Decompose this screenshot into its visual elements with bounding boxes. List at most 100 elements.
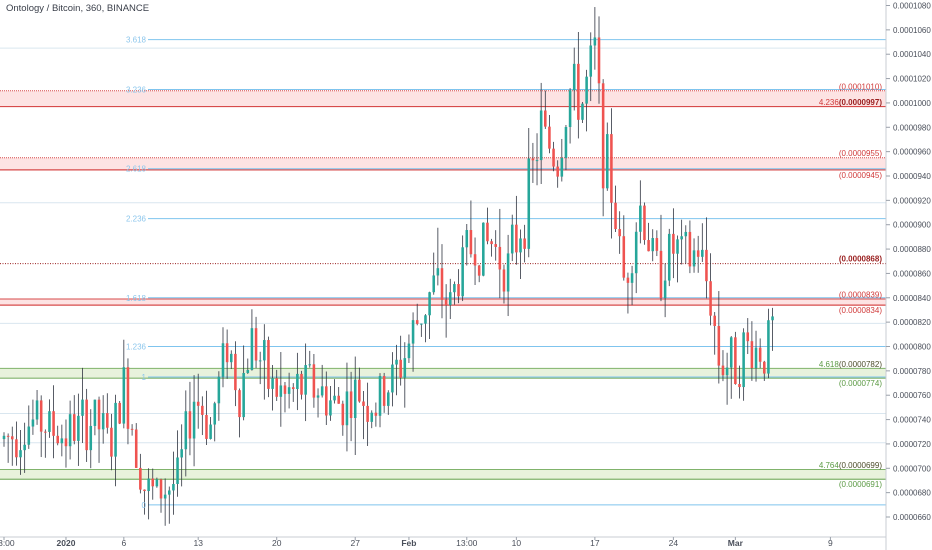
candle-up [353, 379, 357, 419]
candle-down [341, 403, 345, 426]
time-tick-label: 13:00 [0, 538, 15, 548]
fib-level-label: 0 [142, 501, 147, 510]
candle-down [134, 429, 138, 468]
price-tick-label: 0.0000720 [893, 440, 931, 449]
candle-up [271, 378, 274, 389]
candle-up [453, 284, 456, 293]
candle-up [184, 411, 188, 450]
candle-up [630, 273, 634, 283]
candle-down [618, 229, 621, 237]
candle-up [287, 387, 291, 394]
candle-up [729, 337, 733, 368]
candle-up [316, 395, 320, 398]
candle-up [2, 435, 6, 440]
candle-down [626, 277, 630, 283]
candle-up [593, 37, 597, 46]
fib-level-label: 1.618 [126, 294, 147, 303]
candle-down [238, 390, 241, 418]
candle-down [188, 411, 192, 439]
price-tick-label: 0.0000780 [893, 367, 931, 376]
candle-down [39, 400, 43, 432]
price-tick-label: 0.0001040 [893, 50, 931, 59]
candle-down [234, 353, 237, 391]
candle-down [556, 166, 559, 177]
candle-down [10, 436, 14, 440]
fib-levels [0, 39, 886, 506]
candle-up [667, 233, 671, 281]
candle-up [163, 494, 167, 499]
candle-down [56, 435, 59, 444]
candle-down [502, 269, 506, 292]
candle-down [85, 399, 88, 451]
price-tick-label: 0.0000800 [893, 343, 931, 352]
zone-top-label: (0.0001010) [839, 82, 882, 91]
candle-down [614, 202, 617, 230]
candle-up [482, 222, 485, 276]
candle-down [275, 378, 278, 397]
candle-up [506, 253, 510, 292]
candle-down [750, 341, 754, 369]
candle-up [407, 343, 411, 359]
candle-up [23, 444, 26, 451]
candle-down [552, 148, 555, 167]
candle-up [572, 63, 576, 91]
level-labels: (0.0001010) 4.236(0.0000997) (0.0000955) (0… [126, 36, 882, 510]
price-tick-label: 0.0000900 [893, 221, 931, 230]
candle-down [283, 385, 287, 394]
price-tick-label: 0.0000740 [893, 416, 931, 425]
candle-up [424, 315, 427, 324]
time-axis[interactable]: 13:00 2020 6 13 20 27 Feb 13:00 10 17 24 Mar 9 [0, 536, 886, 548]
candles [2, 7, 774, 526]
candle-down [349, 391, 353, 419]
candle-down [643, 205, 646, 241]
time-tick-label: Feb [401, 538, 416, 548]
fib-level-label: 1 [142, 373, 147, 382]
candle-up [263, 340, 266, 361]
candle-up [320, 386, 324, 396]
zone-bottom-label: 4.236(0.0000997) [819, 98, 883, 107]
candle-down [337, 395, 340, 404]
candle-down [97, 399, 101, 430]
candle-up [250, 328, 254, 370]
candle-down [254, 328, 258, 361]
support-zone [0, 469, 886, 480]
candle-down [382, 376, 386, 406]
candle-up [527, 158, 531, 249]
candle-down [358, 379, 361, 402]
candle-up [742, 332, 745, 388]
key-level-label: (0.0000868) [839, 255, 882, 264]
candle-up [411, 320, 415, 344]
candle-down [597, 37, 601, 84]
candle-up [589, 45, 593, 77]
candle-up [370, 412, 374, 422]
candle-up [634, 231, 638, 274]
candle-up [279, 385, 283, 397]
candle-down [44, 431, 47, 433]
price-axis[interactable]: 0.0001080 0.0001060 0.0001040 0.0001020 0.00… [885, 0, 931, 550]
resistance-zone [0, 157, 886, 170]
candle-down [106, 413, 109, 428]
candle-up [31, 419, 35, 427]
price-tick-label: 0.0000660 [893, 513, 931, 522]
candle-up [663, 280, 667, 299]
candle-down [713, 315, 716, 326]
candle-down [746, 332, 750, 342]
candle-up [386, 392, 390, 406]
candle-up [680, 236, 683, 240]
candle-up [345, 391, 349, 426]
candle-up [19, 450, 22, 458]
chart-title: Ontology / Bitcoin, 360, BINANCE [6, 3, 150, 14]
candle-up [176, 457, 179, 484]
price-tick-label: 0.0001020 [893, 75, 931, 84]
zone-top-label: (0.0000839) [839, 291, 882, 300]
price-tick-label: 0.0001080 [893, 2, 931, 11]
candle-down [267, 340, 270, 389]
zone-top-label: 4.764(0.0000699) [819, 461, 883, 470]
candle-up [391, 364, 394, 393]
candle-up [564, 127, 568, 158]
candle-up [560, 157, 564, 177]
time-tick-label: Mar [728, 538, 744, 548]
candle-down [705, 249, 708, 282]
candle-down [717, 325, 721, 366]
